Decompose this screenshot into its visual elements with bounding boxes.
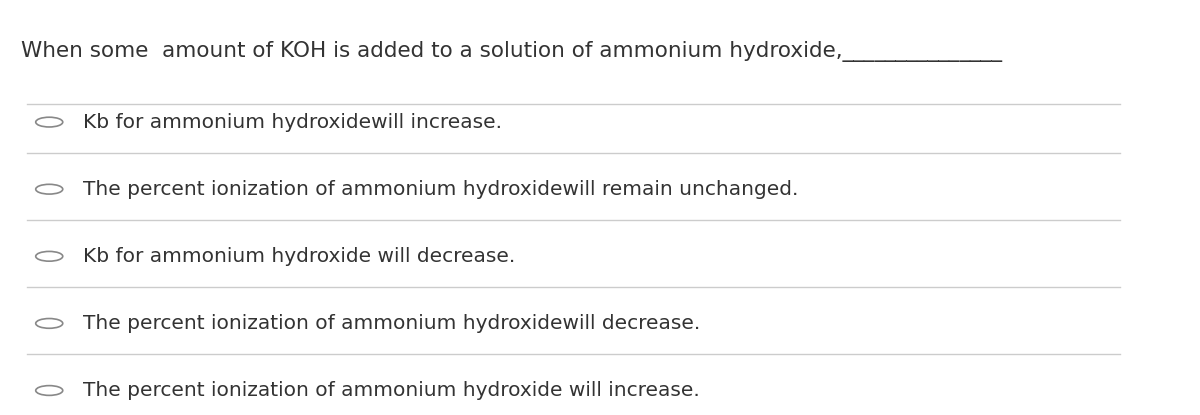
Text: The percent ionization of ammonium hydroxidewill decrease.: The percent ionization of ammonium hydro…: [83, 314, 701, 333]
Text: The percent ionization of ammonium hydroxidewill remain unchanged.: The percent ionization of ammonium hydro…: [83, 180, 798, 199]
Text: The percent ionization of ammonium hydroxide will increase.: The percent ionization of ammonium hydro…: [83, 381, 700, 400]
Text: Kb for ammonium hydroxidewill increase.: Kb for ammonium hydroxidewill increase.: [83, 112, 502, 132]
Text: When some  amount of KOH is added to a solution of ammonium hydroxide,__________: When some amount of KOH is added to a so…: [22, 41, 1002, 62]
Text: Kb for ammonium hydroxide will decrease.: Kb for ammonium hydroxide will decrease.: [83, 247, 515, 266]
